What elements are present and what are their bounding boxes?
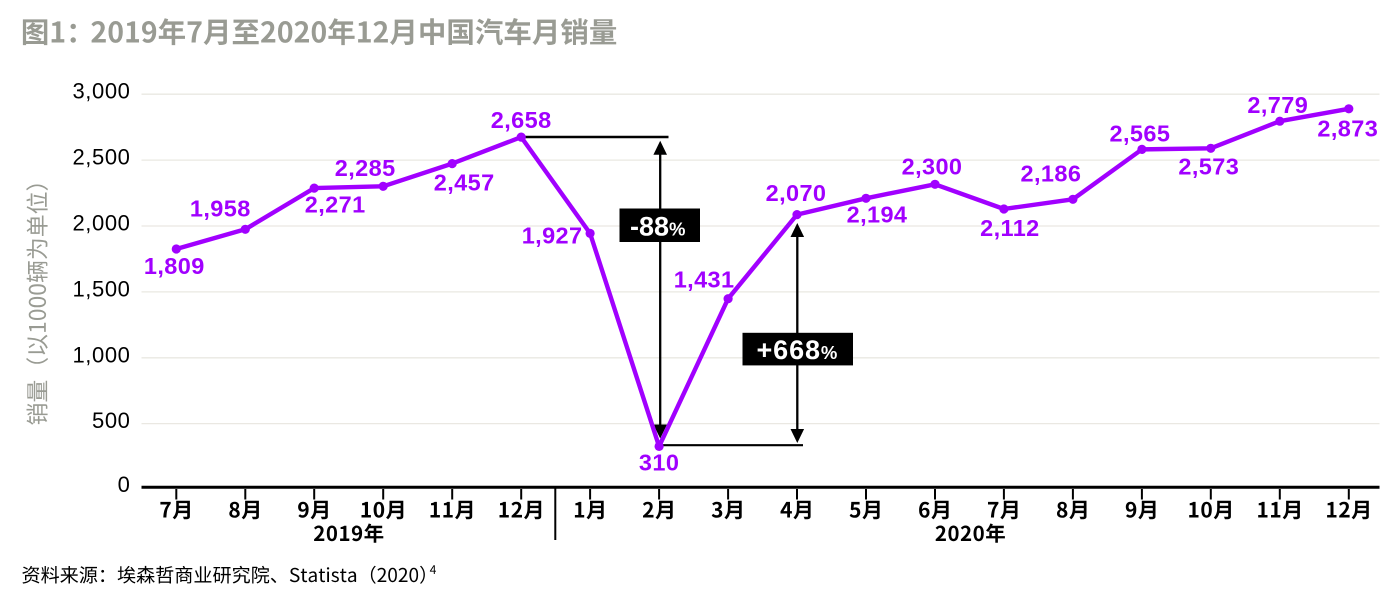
svg-text:2,112: 2,112 [980, 215, 1040, 241]
svg-text:500: 500 [92, 408, 131, 433]
svg-text:1,927: 1,927 [522, 222, 583, 248]
svg-text:2,186: 2,186 [1020, 160, 1081, 186]
svg-text:2,000: 2,000 [72, 211, 130, 236]
svg-text:2,457: 2,457 [434, 170, 495, 196]
svg-text:2,271: 2,271 [305, 192, 366, 218]
svg-text:2,500: 2,500 [72, 145, 130, 170]
svg-text:1,431: 1,431 [674, 267, 735, 293]
svg-text:1,958: 1,958 [190, 195, 251, 221]
svg-text:2,873: 2,873 [1317, 115, 1378, 141]
svg-text:0: 0 [118, 472, 131, 497]
svg-text:2,300: 2,300 [902, 153, 963, 179]
svg-text:1,809: 1,809 [144, 253, 205, 279]
svg-text:1,500: 1,500 [72, 276, 130, 301]
svg-text:2,194: 2,194 [847, 201, 908, 227]
svg-text:310: 310 [639, 449, 679, 475]
svg-text:2,779: 2,779 [1247, 92, 1308, 118]
svg-text:2,070: 2,070 [766, 180, 827, 206]
svg-text:2,285: 2,285 [335, 155, 396, 181]
svg-text:1,000: 1,000 [72, 342, 130, 367]
svg-text:2,658: 2,658 [491, 107, 552, 133]
svg-text:3,000: 3,000 [72, 79, 130, 104]
svg-text:2,565: 2,565 [1109, 120, 1170, 146]
svg-text:2,573: 2,573 [1178, 153, 1239, 179]
